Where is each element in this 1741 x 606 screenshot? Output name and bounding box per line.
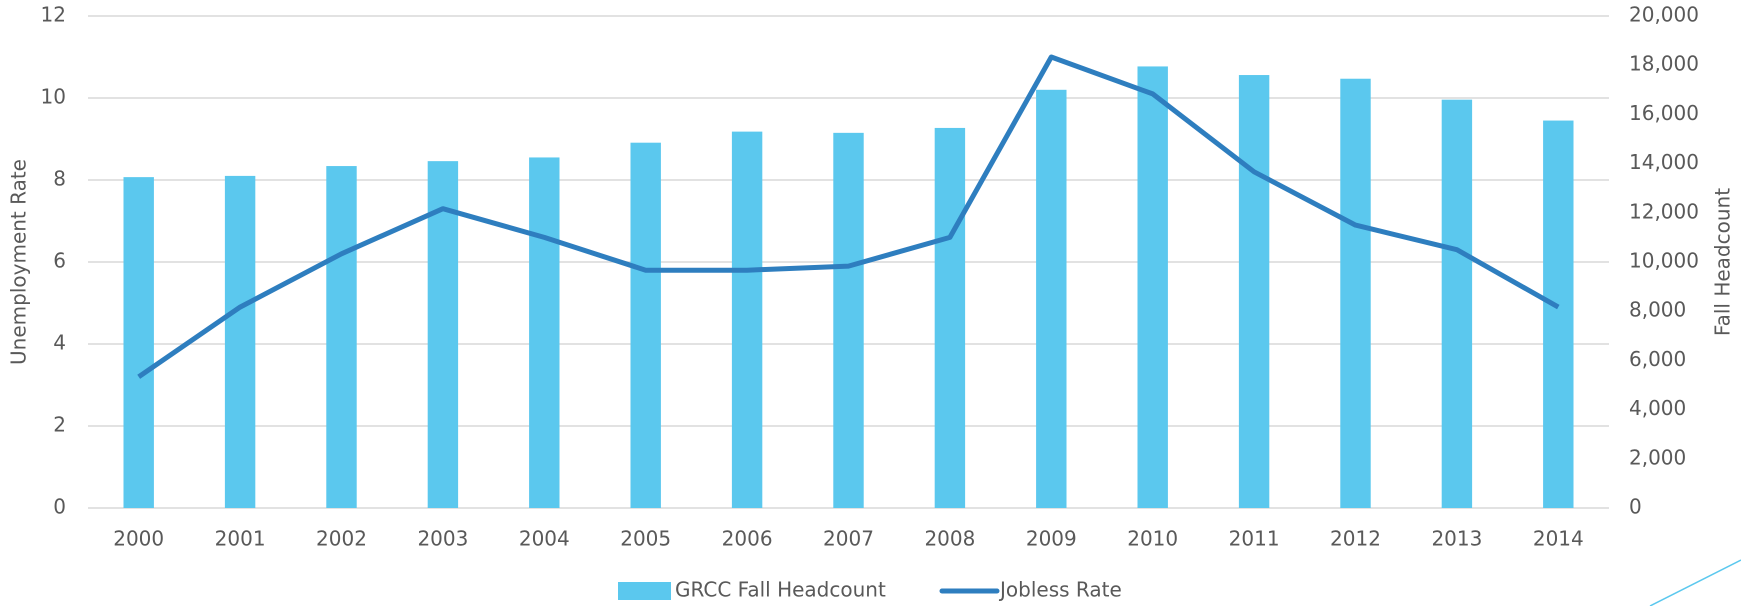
y-tick-label: 0 (53, 495, 66, 519)
legend-label: Jobless Rate (998, 578, 1122, 602)
y-tick-label: 4 (53, 331, 66, 355)
y2-tick-label: 14,000 (1629, 150, 1699, 174)
y2-tick-label: 6,000 (1629, 347, 1686, 371)
y-tick-label: 2 (53, 413, 66, 437)
bar (1238, 75, 1270, 508)
bar (934, 127, 966, 509)
bar (731, 131, 763, 508)
y2-tick-label: 20,000 (1629, 3, 1699, 27)
x-tick-label: 2000 (113, 527, 164, 551)
y2-axis-label: Fall Headcount (1711, 188, 1735, 336)
y2-tick-label: 16,000 (1629, 101, 1699, 125)
bar (1036, 89, 1067, 509)
bar (224, 175, 256, 508)
y2-tick-label: 10,000 (1629, 249, 1699, 273)
x-tick-label: 2011 (1229, 527, 1280, 551)
y2-tick-label: 4,000 (1629, 396, 1686, 420)
line (137, 54, 1560, 379)
y-tick-label: 10 (41, 85, 66, 109)
x-tick-label: 2001 (215, 527, 266, 551)
y2-tick-label: 8,000 (1629, 298, 1686, 322)
x-tick-label: 2002 (316, 527, 367, 551)
y-tick-label: 12 (41, 3, 66, 27)
y2-tick-label: 0 (1629, 495, 1642, 519)
bar (1441, 99, 1473, 508)
bar (427, 161, 459, 508)
legend-swatch (618, 582, 671, 600)
bar (1543, 120, 1574, 509)
x-tick-label: 2008 (924, 527, 975, 551)
y2-tick-label: 12,000 (1629, 199, 1699, 223)
x-tick-label: 2006 (722, 527, 773, 551)
x-tick-label: 2010 (1127, 527, 1178, 551)
y2-tick-label: 2,000 (1629, 445, 1686, 469)
x-tick-label: 2007 (823, 527, 874, 551)
y-tick-label: 8 (53, 167, 66, 191)
bar (630, 142, 661, 508)
y2-tick-label: 18,000 (1629, 52, 1699, 76)
y-axis-label: Unemployment Rate (7, 159, 31, 365)
bar (529, 157, 560, 508)
decoration (1649, 559, 1741, 606)
legend-label: GRCC Fall Headcount (675, 578, 886, 602)
x-tick-label: 2013 (1431, 527, 1482, 551)
bar (1137, 66, 1168, 509)
x-tick-label: 2003 (417, 527, 468, 551)
bar (1340, 78, 1371, 508)
x-tick-label: 2014 (1533, 527, 1584, 551)
y-tick-label: 6 (53, 249, 66, 273)
x-tick-label: 2009 (1026, 527, 1077, 551)
x-tick-label: 2004 (519, 527, 570, 551)
bar (833, 132, 864, 508)
bar (326, 166, 357, 508)
bar (123, 177, 154, 508)
x-tick-label: 2012 (1330, 527, 1381, 551)
x-tick-label: 2005 (620, 527, 671, 551)
